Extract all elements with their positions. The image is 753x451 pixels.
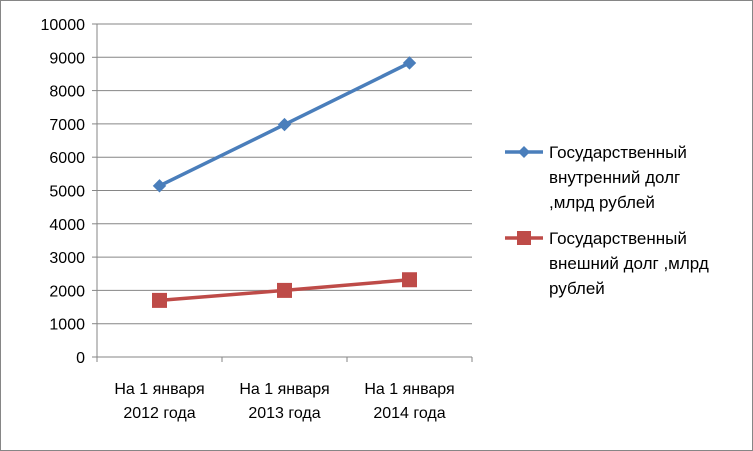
data-point [402,272,417,288]
y-tick-label: 5000 [49,184,85,201]
x-tick-label: На 1 января 2013 года [239,381,329,422]
legend-label: Государственный внутренний долг ,млрд рубл… [549,143,687,212]
y-tick-label: 6000 [49,150,85,167]
y-tick-label: 3000 [49,250,85,267]
x-tick-labels: На 1 января 2012 года На 1 января 2013 года… [114,381,454,422]
legend: Государственный внутренний долг ,млрд рубл… [505,143,709,298]
y-tick-label: 8000 [49,84,85,101]
x-tick-label: На 1 января 2012 года [114,381,204,422]
legend-marker [517,231,531,245]
legend-label: Государственный внешний долг ,млрд рублей [549,229,709,298]
data-point [152,292,167,308]
data-point [402,56,417,70]
data-point [277,117,292,132]
y-tick-label: 4000 [49,217,85,234]
y-tick-label: 0 [76,350,85,367]
series-2 [152,272,417,308]
legend-marker [518,146,530,158]
gridlines [97,23,472,325]
y-tick-labels: 0 1000 2000 3000 4000 5000 6000 7000 8000 9000 100… [41,17,86,367]
data-point [277,282,292,298]
legend-entry-1: Государственный внутренний долг ,млрд рубл… [505,143,687,212]
y-tick-label: 7000 [49,117,85,134]
axes [92,23,473,362]
y-tick-label: 1000 [49,317,85,334]
series-group [152,56,417,308]
y-tick-label: 2000 [49,283,85,300]
series-1 [152,56,417,193]
y-tick-label: 9000 [49,50,85,67]
legend-entry-2: Государственный внешний долг ,млрд рублей [505,229,709,298]
data-point [152,179,167,193]
x-tick-label: На 1 января 2014 года [364,381,454,422]
y-tick-label: 10000 [41,17,86,34]
